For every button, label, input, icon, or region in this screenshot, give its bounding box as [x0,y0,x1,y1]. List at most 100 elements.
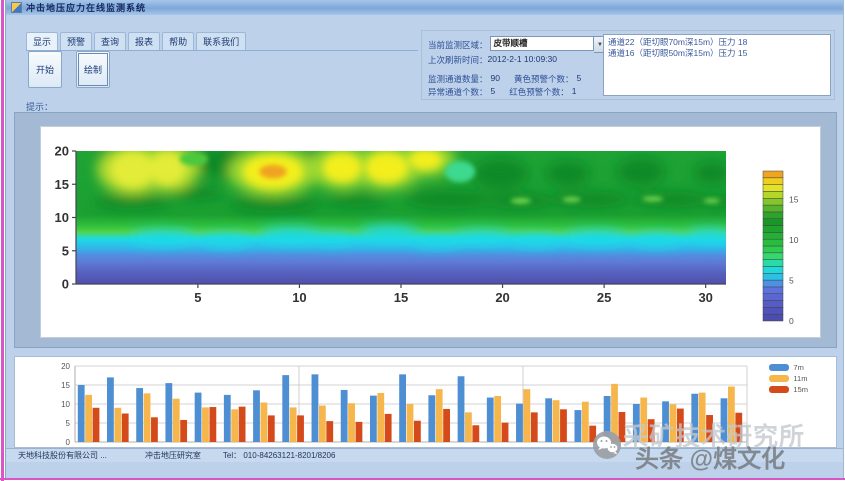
bar-15m-g13 [443,408,451,442]
bar-15m-g15 [501,422,509,442]
svg-text:10: 10 [789,235,799,245]
bar-15m-g14 [472,425,480,442]
bar-7m-g21 [662,401,669,442]
legend-item-11m: 11m [769,374,808,383]
legend-label: 15m [793,385,808,394]
bar-7m-g23 [720,398,728,442]
contour-chart-container: 0 5 10 15 20 5 10 15 20 25 30 0 5 10 15 [40,126,821,338]
bar-15m-g7 [267,415,275,442]
svg-text:15: 15 [55,177,69,192]
bar-15m-g2 [121,413,129,442]
bar-7m-g20 [632,404,640,442]
bar-11m-g22 [698,392,706,442]
bar-15m-g19 [618,411,626,442]
company-text: 天地科技股份有限公司 ... [18,451,107,460]
svg-text:5: 5 [62,243,69,258]
bar-7m-g17 [545,398,553,442]
svg-text:15: 15 [394,290,408,305]
bar-11m-g15 [494,396,502,442]
svg-text:0: 0 [789,316,794,326]
bar-11m-g11 [377,392,385,442]
bar-11m-g23 [727,386,735,442]
svg-text:30: 30 [698,290,712,305]
refresh-value: 2012-2-1 10:09:30 [487,54,557,64]
bar-7m-g1 [77,385,85,442]
svg-text:0: 0 [62,277,69,292]
legend-swatch [769,364,790,371]
svg-text:0: 0 [66,438,71,447]
bar-7m-g10 [340,389,348,442]
area-select-value[interactable]: 皮带顺槽 [489,36,594,51]
tab-warning[interactable]: 预警 [60,32,93,50]
stat-channel-count: 监测通道数量： 90 [428,73,500,84]
tab-display[interactable]: 显示 [26,32,59,50]
alerts-textbox[interactable]: 通道22（距切眼70m深15m）压力 18 通道16（距切眼50m深15m）压力 … [603,34,831,96]
stat-abnormal-channels: 异常通道个数： 5 [428,86,496,97]
bar-11m-g7 [260,402,268,442]
bar-11m-g19 [611,383,618,442]
svg-text:15: 15 [789,194,799,204]
bar-7m-g8 [282,375,290,442]
tab-report[interactable]: 报表 [128,32,161,50]
svg-text:20: 20 [55,144,69,159]
bar-chart-legend: 7m 11m 15m [769,363,808,394]
bar-7m-g19 [603,396,611,442]
tab-query[interactable]: 查询 [94,32,127,50]
bar-11m-g17 [552,400,560,442]
legend-swatch [769,375,790,382]
draw-button[interactable]: 绘制 [76,51,110,88]
bar-15m-g18 [589,425,597,442]
bar-11m-g13 [435,389,443,442]
tab-contact[interactable]: 联系我们 [196,32,247,50]
bar-11m-g18 [581,401,589,442]
bar-11m-g5 [202,407,209,442]
bar-11m-g20 [640,397,648,442]
bar-7m-g18 [574,410,582,442]
bar-7m-g4 [165,383,173,442]
svg-text:25: 25 [597,290,611,305]
svg-text:10: 10 [292,290,306,305]
svg-text:20: 20 [61,362,70,371]
bar-15m-g22 [706,415,713,442]
area-select[interactable]: 皮带顺槽 ▼ [489,36,608,53]
bar-15m-g16 [530,412,538,442]
bar-11m-g8 [289,407,297,442]
refresh-row: 上次刷新时间： 2012-2-1 10:09:30 [428,54,557,66]
bar-15m-g10 [355,421,363,442]
hint-label: 提示： [26,102,54,112]
tab-help[interactable]: 帮助 [162,32,195,50]
refresh-label: 上次刷新时间： [428,55,488,65]
bar-7m-g2 [107,377,114,442]
bar-15m-g5 [209,407,217,442]
bar-7m-g6 [223,394,231,442]
bar-15m-g12 [413,420,421,442]
left-edge-stripe [1,0,4,481]
menu-tabstrip: 显示 预警 查询 报表 帮助 联系我们 [26,32,418,51]
bar-7m-g7 [253,390,260,442]
svg-text:10: 10 [61,400,70,409]
svg-text:5: 5 [789,275,794,285]
bar-15m-g1 [92,407,100,442]
bar-11m-g21 [669,404,677,442]
bar-11m-g16 [523,389,531,442]
bar-15m-g17 [560,409,567,442]
alert-line: 通道22（距切眼70m深15m）压力 18 [608,37,748,47]
bar-chart-panel: 0 5 10 15 20 7m 11m 15m [14,356,837,448]
bar-15m-g21 [676,408,684,442]
legend-item-7m: 7m [769,363,808,372]
contour-panel: 0 5 10 15 20 5 10 15 20 25 30 0 5 10 15 [14,112,837,348]
bar-15m-g11 [384,413,392,442]
bar-15m-g20 [647,419,655,442]
window-titlebar: 冲击地压应力在线监测系统 [6,0,843,15]
bar-7m-g16 [516,403,523,442]
area-label: 当前监测区域： [428,39,488,50]
bar-15m-g4 [180,419,188,442]
legend-label: 7m [793,363,804,372]
start-button[interactable]: 开始 [28,51,62,88]
bar-7m-g15 [486,397,494,442]
bar-11m-g9 [318,405,326,442]
bar-15m-g6 [238,406,246,442]
bar-11m-g4 [172,398,180,442]
svg-text:15: 15 [61,381,70,390]
bar-7m-g9 [311,374,319,442]
